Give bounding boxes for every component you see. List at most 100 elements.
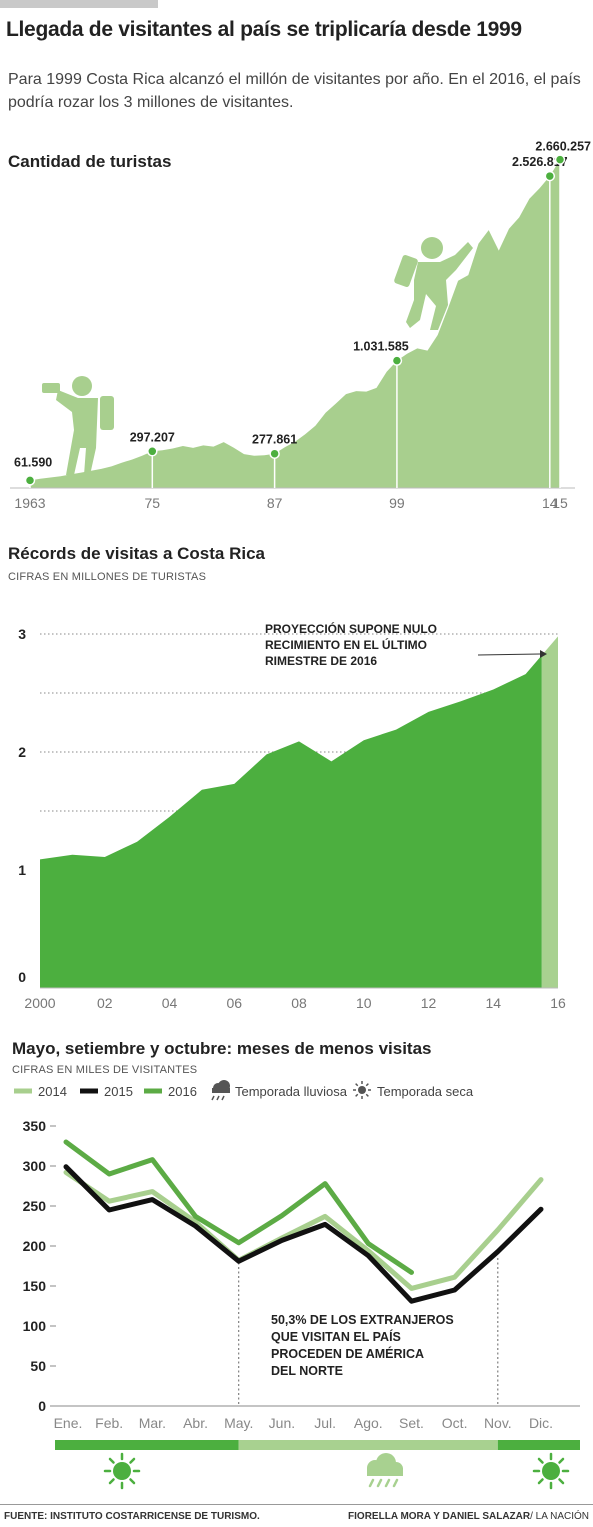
x-tick-label: Ago.: [354, 1415, 383, 1431]
season-band: [238, 1440, 498, 1450]
data-label: 277.861: [252, 433, 297, 447]
data-label: 1.031.585: [353, 340, 409, 354]
series-line: [63, 1139, 414, 1275]
rain-drop: [221, 1095, 225, 1101]
x-tick-label: Mar.: [139, 1415, 166, 1431]
photographer-head: [72, 376, 92, 396]
x-tick-label: 15: [552, 495, 568, 511]
series-line: [63, 1169, 544, 1291]
chart2-title: Récords de visitas a Costa Rica: [8, 544, 266, 563]
annotation-arrow-line: [477, 653, 541, 656]
rain-cloud-icon: [211, 1080, 230, 1101]
x-tick-label: 02: [97, 995, 113, 1011]
data-label: 2.526.817: [512, 155, 568, 169]
data-point: [147, 446, 158, 457]
photographer-camera: [42, 383, 60, 393]
sun-ray: [365, 1093, 369, 1097]
x-tick-label: 06: [226, 995, 242, 1011]
x-tick-label: 08: [291, 995, 307, 1011]
footer-authors: FIORELLA MORA Y DANIEL SALAZAR: [348, 1511, 531, 1522]
y-tick-label: 1: [18, 862, 26, 878]
annotation-line: RIMESTRE DE 2016: [265, 654, 377, 668]
x-tick-label: May.: [224, 1415, 253, 1431]
season-band: [497, 1440, 580, 1450]
records-area: [40, 655, 542, 988]
sun-ray: [537, 1478, 544, 1485]
annotation-arrowhead: [540, 650, 547, 658]
monthly-line-chart: 2014 2015 2016 Temporada lluviosa Temporada …: [14, 1080, 580, 1490]
x-tick-label: 10: [356, 995, 372, 1011]
legend-label: Temporada seca: [377, 1084, 474, 1099]
x-tick-label: 14: [542, 495, 558, 511]
y-tick-label: 200: [23, 1238, 47, 1254]
cloud-part: [367, 1468, 403, 1476]
annotation-line: QUE VISITAN EL PAÍS: [271, 1329, 401, 1344]
annotation-line: PROCEDEN DE AMÉRICA: [271, 1346, 424, 1361]
footer-outlet: / LA NACIÓN: [530, 1511, 589, 1522]
data-label: 297.207: [130, 430, 175, 444]
sun-icon: [532, 1452, 570, 1490]
x-tick-label: Dic.: [529, 1415, 553, 1431]
x-tick-label: 14: [485, 995, 501, 1011]
legend-label: Temporada lluviosa: [235, 1084, 348, 1099]
y-tick-label: 0: [18, 969, 26, 985]
top-accent-bar: [0, 0, 158, 8]
x-tick-label: Jun.: [269, 1415, 295, 1431]
y-tick-label: 0: [38, 1398, 46, 1414]
rain-drop: [376, 1478, 383, 1488]
sun-ray: [129, 1478, 136, 1485]
x-tick-label: 1963: [14, 495, 45, 511]
sun-ray: [558, 1457, 565, 1464]
x-tick-label: Nov.: [484, 1415, 512, 1431]
footer-rule: [0, 1504, 593, 1505]
sun-ray: [558, 1478, 565, 1485]
x-tick-label: 99: [389, 495, 405, 511]
north-america-annotation: 50,3% DE LOS EXTRANJEROS QUE VISITAN EL P…: [271, 1313, 454, 1378]
climber-body: [406, 242, 473, 330]
rain-cloud-icon: [367, 1453, 403, 1488]
x-tick-label: 16: [550, 995, 566, 1011]
chart2-subtitle: CIFRAS EN MILLONES DE TURISTAS: [8, 571, 207, 583]
y-tick-label: 350: [23, 1118, 47, 1134]
cloud-part: [212, 1088, 230, 1093]
tourists-area: [30, 159, 560, 488]
y-tick-label: 300: [23, 1158, 47, 1174]
annotation-line: DEL NORTE: [271, 1364, 343, 1378]
y-tick-label: 150: [23, 1278, 47, 1294]
sun-ray: [129, 1457, 136, 1464]
sun-ray: [355, 1083, 359, 1087]
projection-annotation: PROYECCIÓN SUPONE NULO RECIMIENTO EN EL …: [265, 621, 440, 668]
x-tick-label: 04: [162, 995, 178, 1011]
y-tick-label: 100: [23, 1318, 47, 1334]
sun-ray: [355, 1093, 359, 1097]
sun-core: [113, 1462, 131, 1480]
x-tick-label: 12: [421, 995, 437, 1011]
data-point: [554, 154, 566, 165]
y-tick-label: 250: [23, 1198, 47, 1214]
x-tick-label: 75: [145, 495, 161, 511]
sun-ray: [108, 1478, 115, 1485]
photographer-body: [56, 390, 98, 475]
sun-core: [542, 1462, 560, 1480]
projection-area: [541, 636, 558, 988]
data-point: [391, 355, 403, 366]
sun-ray: [537, 1457, 544, 1464]
series-line: [63, 1164, 544, 1304]
chart3-title: Mayo, setiembre y octubre: meses de meno…: [12, 1039, 432, 1058]
sun-icon: [353, 1081, 371, 1099]
footer-credits: FIORELLA MORA Y DANIEL SALAZAR/ LA NACIÓ…: [348, 1511, 589, 1522]
rain-drop: [392, 1478, 399, 1488]
x-tick-label: Abr.: [183, 1415, 208, 1431]
footer-source: FUENTE: INSTITUTO COSTARRICENSE DE TURIS…: [4, 1511, 260, 1522]
annotation-line: PROYECCIÓN SUPONE NULO: [265, 621, 440, 636]
x-tick-label: Jul.: [314, 1415, 336, 1431]
photographer-backpack: [100, 396, 114, 430]
data-label: 61.590: [14, 455, 52, 469]
x-tick-label: 2000: [24, 995, 55, 1011]
chart1-title: Cantidad de turistas: [8, 152, 172, 171]
chart3-subtitle: CIFRAS EN MILES DE VISITANTES: [12, 1064, 198, 1076]
y-tick-label: 3: [18, 626, 26, 642]
legend-label: 2015: [104, 1084, 133, 1099]
x-tick-label: 87: [267, 495, 283, 511]
